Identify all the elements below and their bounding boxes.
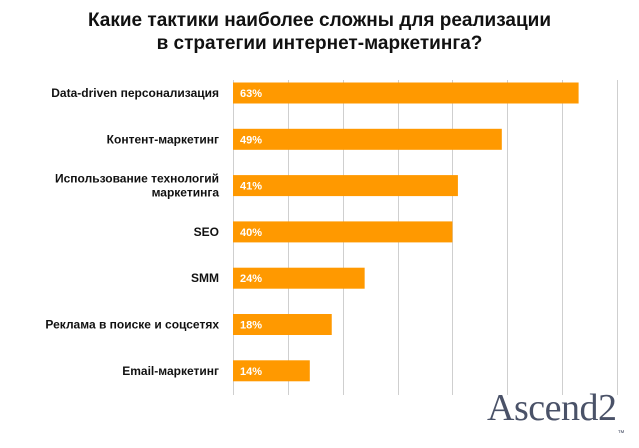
bar <box>233 267 365 289</box>
data-label: 14% <box>240 366 262 378</box>
chart-title-line-2: в стратегии интернет-маркетинга? <box>156 33 483 54</box>
bar <box>233 82 579 104</box>
logo-trademark: ™ <box>617 430 624 437</box>
category-label: SMM <box>191 271 219 285</box>
bar <box>233 175 458 197</box>
chart-title-line-1: Какие тактики наиболее сложны для реализ… <box>87 10 552 31</box>
data-label: 24% <box>240 273 262 285</box>
bar <box>233 221 453 243</box>
category-label: Email-маркетинг <box>122 364 219 378</box>
bar <box>233 128 502 150</box>
bars: 63% 49% 41% 40% 24% 18% 14% <box>233 82 579 382</box>
data-label: 41% <box>240 181 262 193</box>
category-label: маркетинга <box>152 186 220 200</box>
category-labels: Data-driven персонализация Контент-маркет… <box>45 86 219 378</box>
logo-text: Ascend2 <box>487 387 617 429</box>
category-label: Использование технологий <box>55 172 219 186</box>
category-label: Контент-маркетинг <box>107 132 219 146</box>
category-label: SEO <box>194 225 219 239</box>
chart-title: Какие тактики наиболее сложны для реализ… <box>0 9 639 55</box>
bar <box>233 314 332 335</box>
data-label: 63% <box>240 88 262 100</box>
category-label: Data-driven персонализация <box>51 86 219 100</box>
data-label: 18% <box>240 320 262 332</box>
category-label: Реклама в поиске и соцсетях <box>45 318 219 332</box>
bar <box>233 360 310 382</box>
data-label: 49% <box>240 134 262 146</box>
ascend2-logo: Ascend2™ <box>487 386 624 437</box>
data-label: 40% <box>240 227 262 239</box>
